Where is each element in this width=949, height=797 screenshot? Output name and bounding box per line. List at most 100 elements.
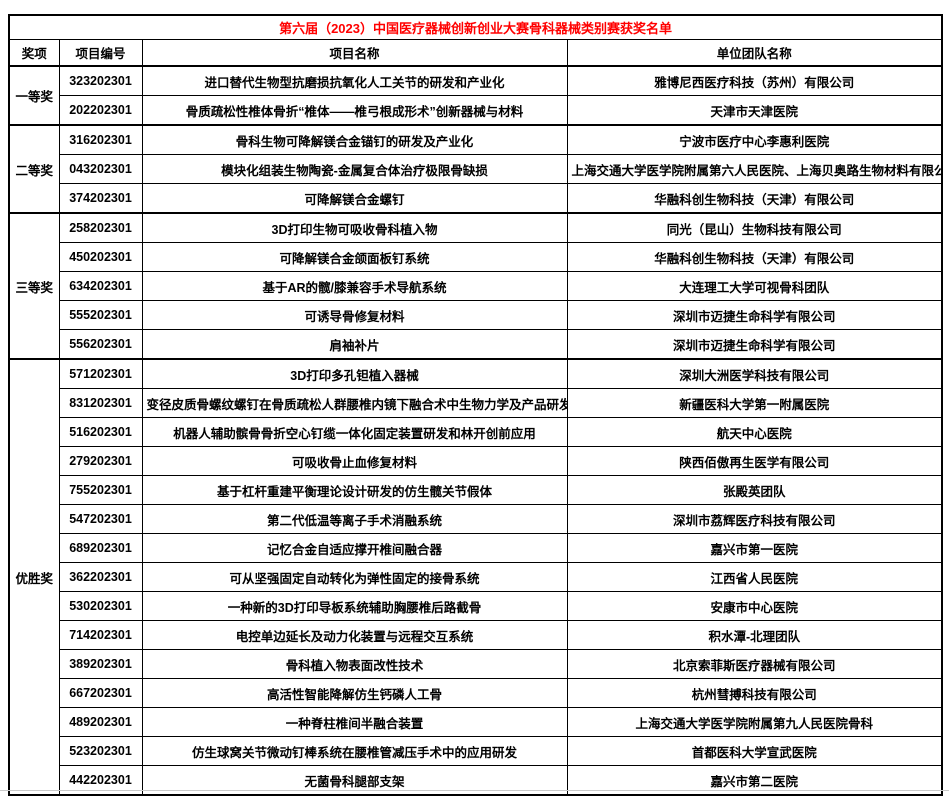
table-row: 556202301 肩袖补片 深圳市迈捷生命科学有限公司	[9, 329, 943, 360]
table-row: 二等奖 316202301 骨科生物可降解镁合金锚钉的研发及产业化 宁波市医疗中心李惠…	[8, 124, 943, 214]
org-cell: 大连理工大学可视骨科团队	[566, 271, 943, 301]
table-row: 三等奖 258202301 3D打印生物可吸收骨科植入物 同光（昆山）生物科技有限公司	[8, 212, 943, 360]
project-number-cell: 202202301	[58, 95, 143, 126]
project-name-cell: 一种新的3D打印导板系统辅助胸腰椎后路截骨	[141, 591, 568, 621]
org-cell: 深圳市迈捷生命科学有限公司	[566, 300, 943, 330]
org-cell: 安康市中心医院	[566, 591, 943, 621]
table-row: 755202301 基于杠杆重建平衡理论设计研发的仿生髋关节假体 张殿英团队	[9, 475, 943, 505]
project-name-cell: 机器人辅助髌骨骨折空心钉缆一体化固定装置研发和林开创前应用	[141, 417, 568, 447]
table-title: 第六届（2023）中国医疗器械创新创业大赛骨科器械类别赛获奖名单	[8, 14, 943, 40]
project-name-cell: 基于杠杆重建平衡理论设计研发的仿生髋关节假体	[141, 475, 568, 505]
org-cell: 北京索菲斯医疗器械有限公司	[566, 649, 943, 679]
org-cell: 杭州彗搏科技有限公司	[566, 678, 943, 708]
project-number-cell: 755202301	[58, 475, 143, 505]
project-number-cell: 689202301	[58, 533, 143, 563]
project-number-cell: 556202301	[58, 329, 143, 360]
org-cell: 华融科创生物科技（天津）有限公司	[566, 242, 943, 272]
award-group-cell: 三等奖	[8, 212, 60, 360]
table-row: 362202301 可从坚强固定自动转化为弹性固定的接骨系统 江西省人民医院	[9, 562, 943, 592]
table-row: 689202301 记忆合金自适应撑开椎间融合器 嘉兴市第一医院	[9, 533, 943, 563]
project-number-cell: 714202301	[58, 620, 143, 650]
project-number-cell: 523202301	[58, 736, 143, 766]
project-name-cell: 模块化组装生物陶瓷-金属复合体治疗极限骨缺损	[141, 154, 568, 184]
org-cell: 上海交通大学医学院附属第六人民医院、上海贝奥路生物材料有限公司	[566, 154, 943, 184]
project-name-cell: 3D打印多孔钽植入器械	[141, 358, 568, 389]
project-number-cell: 043202301	[58, 154, 143, 184]
awards-table: 第六届（2023）中国医疗器械创新创业大赛骨科器械类别赛获奖名单 奖项 项目编号…	[8, 14, 944, 796]
table-row: 389202301 骨科植入物表面改性技术 北京索菲斯医疗器械有限公司	[9, 649, 943, 679]
org-cell: 深圳市荔辉医疗科技有限公司	[566, 504, 943, 534]
award-group-cell: 优胜奖	[8, 358, 60, 796]
project-number-cell: 634202301	[58, 271, 143, 301]
project-number-cell: 316202301	[58, 124, 143, 155]
project-number-cell: 389202301	[58, 649, 143, 679]
project-name-cell: 第二代低温等离子手术消融系统	[141, 504, 568, 534]
table-row: 667202301 高活性智能降解仿生钙磷人工骨 杭州彗搏科技有限公司	[9, 678, 943, 708]
table-row: 516202301 机器人辅助髌骨骨折空心钉缆一体化固定装置研发和林开创前应用 航天…	[9, 417, 943, 447]
org-cell: 深圳大洲医学科技有限公司	[566, 358, 943, 389]
table-row: 优胜奖 571202301 3D打印多孔钽植入器械 深圳大洲医学科技有限公司	[8, 358, 943, 796]
project-name-cell: 高活性智能降解仿生钙磷人工骨	[141, 678, 568, 708]
table-header-row: 奖项 项目编号 项目名称 单位团队名称	[8, 39, 943, 67]
project-name-cell: 可降解镁合金颌面板钉系统	[141, 242, 568, 272]
table-row: 547202301 第二代低温等离子手术消融系统 深圳市荔辉医疗科技有限公司	[9, 504, 943, 534]
table-row: 634202301 基于AR的髋/膝兼容手术导航系统 大连理工大学可视骨科团队	[9, 271, 943, 301]
table-row: 489202301 一种脊柱椎间半融合装置 上海交通大学医学院附属第九人民医院骨科	[9, 707, 943, 737]
org-cell: 张殿英团队	[566, 475, 943, 505]
project-number-cell: 450202301	[58, 242, 143, 272]
project-name-cell: 变径皮质骨螺纹螺钉在骨质疏松人群腰椎内镜下融合术中生物力学及产品研发	[141, 388, 568, 418]
project-number-cell: 374202301	[58, 183, 143, 214]
table-row: 374202301 可降解镁合金螺钉 华融科创生物科技（天津）有限公司	[9, 183, 943, 214]
table-row: 202202301 骨质疏松性椎体骨折“椎体——椎弓根成形术”创新器械与材料 天津市…	[9, 95, 943, 126]
table-row: 555202301 可诱导骨修复材料 深圳市迈捷生命科学有限公司	[9, 300, 943, 330]
project-name-cell: 骨科生物可降解镁合金锚钉的研发及产业化	[141, 124, 568, 155]
project-number-cell: 489202301	[58, 707, 143, 737]
page-bottom-edge	[0, 790, 949, 791]
project-number-cell: 547202301	[58, 504, 143, 534]
org-cell: 华融科创生物科技（天津）有限公司	[566, 183, 943, 214]
org-cell: 首都医科大学宣武医院	[566, 736, 943, 766]
project-number-cell: 362202301	[58, 562, 143, 592]
org-cell: 雅博尼西医疗科技（苏州）有限公司	[566, 65, 943, 96]
table-row: 一等奖 323202301 进口替代生物型抗磨损抗氧化人工关节的研发和产业化 雅博尼西…	[8, 65, 943, 126]
column-header-org-name: 单位团队名称	[566, 39, 943, 67]
award-group-cell: 一等奖	[8, 65, 60, 126]
column-header-project-number: 项目编号	[58, 39, 143, 67]
org-cell: 同光（昆山）生物科技有限公司	[566, 212, 943, 243]
project-number-cell: 571202301	[58, 358, 143, 389]
project-number-cell: 530202301	[58, 591, 143, 621]
org-cell: 积水潭-北理团队	[566, 620, 943, 650]
table-head: 第六届（2023）中国医疗器械创新创业大赛骨科器械类别赛获奖名单 奖项 项目编号…	[8, 14, 943, 67]
project-number-cell: 516202301	[58, 417, 143, 447]
project-name-cell: 记忆合金自适应撑开椎间融合器	[141, 533, 568, 563]
project-number-cell: 667202301	[58, 678, 143, 708]
org-cell: 天津市天津医院	[566, 95, 943, 126]
project-number-cell: 279202301	[58, 446, 143, 476]
project-name-cell: 可吸收骨止血修复材料	[141, 446, 568, 476]
org-cell: 江西省人民医院	[566, 562, 943, 592]
project-name-cell: 可从坚强固定自动转化为弹性固定的接骨系统	[141, 562, 568, 592]
org-cell: 新疆医科大学第一附属医院	[566, 388, 943, 418]
project-name-cell: 一种脊柱椎间半融合装置	[141, 707, 568, 737]
table-row: 279202301 可吸收骨止血修复材料 陕西佰傲再生医学有限公司	[9, 446, 943, 476]
table-row: 831202301 变径皮质骨螺纹螺钉在骨质疏松人群腰椎内镜下融合术中生物力学及产…	[9, 388, 943, 418]
org-cell: 上海交通大学医学院附属第九人民医院骨科	[566, 707, 943, 737]
project-name-cell: 仿生球窝关节微动钉棒系统在腰椎管减压手术中的应用研发	[141, 736, 568, 766]
table-row: 523202301 仿生球窝关节微动钉棒系统在腰椎管减压手术中的应用研发 首都医科大…	[9, 736, 943, 766]
project-name-cell: 可诱导骨修复材料	[141, 300, 568, 330]
table-row: 714202301 电控单边延长及动力化装置与远程交互系统 积水潭-北理团队	[9, 620, 943, 650]
table-body: 一等奖 323202301 进口替代生物型抗磨损抗氧化人工关节的研发和产业化 雅博尼西…	[8, 65, 943, 796]
project-name-cell: 可降解镁合金螺钉	[141, 183, 568, 214]
org-cell: 嘉兴市第一医院	[566, 533, 943, 563]
project-name-cell: 骨质疏松性椎体骨折“椎体——椎弓根成形术”创新器械与材料	[141, 95, 568, 126]
project-name-cell: 骨科植入物表面改性技术	[141, 649, 568, 679]
org-cell: 深圳市迈捷生命科学有限公司	[566, 329, 943, 360]
project-name-cell: 肩袖补片	[141, 329, 568, 360]
project-name-cell: 电控单边延长及动力化装置与远程交互系统	[141, 620, 568, 650]
org-cell: 宁波市医疗中心李惠利医院	[566, 124, 943, 155]
project-number-cell: 323202301	[58, 65, 143, 96]
project-number-cell: 258202301	[58, 212, 143, 243]
project-number-cell: 831202301	[58, 388, 143, 418]
project-name-cell: 进口替代生物型抗磨损抗氧化人工关节的研发和产业化	[141, 65, 568, 96]
project-number-cell: 555202301	[58, 300, 143, 330]
